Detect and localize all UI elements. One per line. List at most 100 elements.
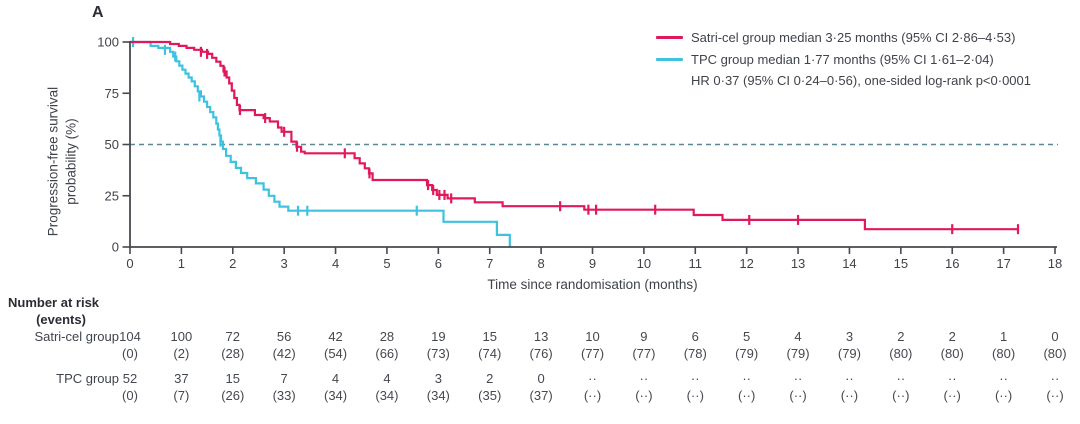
- events-cell: (77): [632, 346, 656, 361]
- events-cell: (··): [1046, 388, 1064, 403]
- tpc-events-row: (0) (7) (26) (33) (34) (34) (34) (35) (37) (··) (·…: [0, 388, 1080, 404]
- events-cell: (··): [892, 388, 910, 403]
- satri-cel-legend-label: Satri-cel group median 3·25 months (95% …: [691, 30, 1016, 45]
- at-risk-cell: 28: [379, 329, 395, 344]
- at-risk-cell: 4: [383, 371, 391, 386]
- events-cell: (28): [221, 346, 245, 361]
- events-cell: (35): [478, 388, 502, 403]
- at-risk-cell: 0: [1051, 329, 1059, 344]
- x-tick-label: 8: [537, 256, 544, 271]
- events-cell: (34): [375, 388, 399, 403]
- x-tick-label: 16: [945, 256, 959, 271]
- tpc-legend-label: TPC group median 1·77 months (95% CI 1·6…: [691, 52, 994, 67]
- at-risk-cell: ··: [690, 371, 700, 386]
- events-cell: (79): [786, 346, 810, 361]
- at-risk-cell: 7: [280, 371, 288, 386]
- at-risk-cell: 5: [743, 329, 751, 344]
- y-axis-title-line2: probability (%): [63, 118, 78, 205]
- at-risk-cell: 2: [897, 329, 905, 344]
- events-cell: (7): [173, 388, 190, 403]
- x-tick-label: 17: [996, 256, 1010, 271]
- x-tick-label: 7: [486, 256, 493, 271]
- x-tick-label: 11: [689, 256, 703, 271]
- tpc-row-label: TPC group: [56, 371, 119, 386]
- at-risk-cell: 56: [276, 329, 292, 344]
- at-risk-cell: 9: [640, 329, 648, 344]
- legend-entry-satri-cel: Satri-cel group median 3·25 months (95% …: [656, 30, 1015, 45]
- at-risk-cell: ··: [793, 371, 803, 386]
- x-tick-label: 6: [435, 256, 442, 271]
- at-risk-cell: 1: [999, 329, 1008, 344]
- x-tick-label: 14: [842, 256, 856, 271]
- tpc-group-curve: [130, 40, 512, 248]
- at-risk-cell: ··: [947, 371, 957, 386]
- events-cell: (76): [529, 346, 553, 361]
- at-risk-cell: 15: [482, 329, 497, 344]
- events-cell: (79): [837, 346, 861, 361]
- at-risk-cell: 37: [174, 371, 189, 386]
- events-cell: (··): [943, 388, 961, 403]
- events-cell: (80): [1043, 346, 1067, 361]
- events-cell: (34): [426, 388, 450, 403]
- y-tick-label: 0: [112, 240, 119, 255]
- y-axis-title-line1: Progression-free survival: [45, 86, 61, 237]
- satri-cel-row-label: Satri-cel group: [34, 329, 119, 344]
- x-tick-label: 18: [1048, 256, 1062, 271]
- at-risk-cell: ··: [845, 371, 854, 386]
- events-cell: (78): [683, 346, 707, 361]
- x-axis-title: Time since randomisation (months): [487, 277, 698, 292]
- events-cell: (0): [122, 388, 138, 403]
- at-risk-cell: 4: [331, 371, 340, 386]
- at-risk-cell: 19: [431, 329, 446, 344]
- y-tick-label: 50: [105, 137, 119, 152]
- legend-entry-tpc: TPC group median 1·77 months (95% CI 1·6…: [656, 52, 994, 67]
- x-tick-label: 1: [178, 256, 185, 271]
- at-risk-cell: 52: [122, 371, 138, 386]
- number-at-risk-header: Number at risk: [8, 295, 100, 310]
- events-cell: (26): [221, 388, 245, 403]
- panel-label: A: [92, 4, 104, 21]
- events-cell: (··): [994, 388, 1013, 403]
- at-risk-cell: 13: [533, 329, 549, 344]
- events-cell: (74): [478, 346, 502, 361]
- events-cell: (33): [272, 388, 296, 403]
- satri-cel-at-risk-row: 104 100 72 56 42 28 19 15 13 10 9 6 5 4 3 2 2 1 0: [0, 329, 1080, 345]
- satri-cel-group-curve: [130, 40, 1019, 231]
- y-axis-title: Progression-free survival probability (%…: [44, 52, 79, 272]
- events-cell: (37): [529, 388, 553, 403]
- at-risk-cell: ··: [999, 371, 1008, 386]
- events-cell: (··): [789, 388, 807, 403]
- at-risk-cell: ··: [1050, 371, 1060, 386]
- at-risk-cell: ··: [896, 371, 906, 386]
- events-cell: (79): [735, 346, 759, 361]
- x-tick-label: 4: [332, 256, 339, 271]
- at-risk-cell: ··: [588, 371, 597, 386]
- events-cell: (73): [426, 346, 450, 361]
- at-risk-cell: 42: [328, 329, 343, 344]
- at-risk-cell: 104: [119, 329, 141, 344]
- events-cell: (··): [840, 388, 859, 403]
- at-risk-cell: 4: [794, 329, 802, 344]
- at-risk-cell: ··: [639, 371, 649, 386]
- x-tick-label: 3: [281, 256, 288, 271]
- hazard-ratio-stats-line: HR 0·37 (95% CI 0·24–0·56), one-sided lo…: [691, 73, 1031, 88]
- at-risk-cell: 6: [691, 329, 699, 344]
- y-tick-label: 25: [105, 188, 119, 203]
- events-cell: (80): [889, 346, 913, 361]
- x-tick-label: 13: [791, 256, 805, 271]
- events-cell: (54): [323, 346, 348, 361]
- events-cell: (··): [737, 388, 756, 403]
- events-cell: (42): [272, 346, 296, 361]
- x-tick-label: 2: [229, 256, 236, 271]
- x-tick-label: 10: [637, 256, 651, 271]
- at-risk-cell: 3: [434, 371, 442, 386]
- at-risk-cell: 100: [170, 329, 193, 344]
- x-tick-label: 9: [589, 256, 596, 271]
- at-risk-cell: 2: [486, 371, 494, 386]
- events-cell: (··): [686, 388, 704, 403]
- events-cell: (2): [173, 346, 190, 361]
- events-cell: (80): [992, 346, 1016, 361]
- events-cell: (··): [635, 388, 653, 403]
